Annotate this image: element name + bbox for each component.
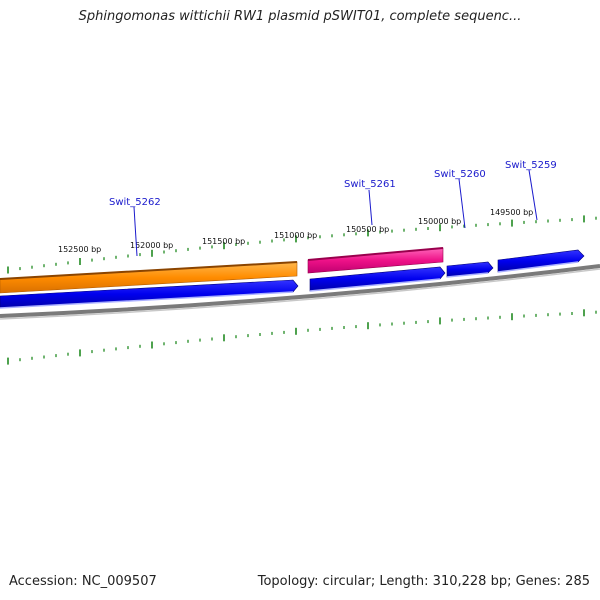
gene-swit-5262-feature[interactable]	[0, 261, 298, 294]
topology-summary: Topology: circular; Length: 310,228 bp; …	[257, 574, 590, 589]
gene-label-swit-5261[interactable]: Swit_5261	[344, 179, 396, 190]
cds-feature-swit-5261[interactable]	[309, 266, 446, 292]
ruler-label: 151000 bp	[274, 231, 317, 240]
ruler-label: 152000 bp	[130, 241, 173, 250]
leader-line-swit-5262	[133, 206, 138, 257]
accession-text: Accession: NC_009507	[9, 574, 157, 589]
plasmid-backbone-shadow	[0, 268, 600, 320]
gene-swit-5260-feature[interactable]	[446, 261, 494, 278]
ruler-label: 151500 bp	[202, 237, 245, 246]
gene-label-leaders	[133, 169, 538, 257]
ruler-label: 152500 bp	[58, 245, 101, 254]
gene-labels: Swit_5262 Swit_5261 Swit_5260 Swit_5259	[109, 160, 557, 208]
outer-tick-ring	[7, 215, 597, 274]
leader-line-swit-5261	[368, 189, 373, 226]
ruler-label: 150000 bp	[418, 217, 461, 226]
cds-feature-left[interactable]	[0, 279, 299, 309]
gene-swit-5259-feature[interactable]	[497, 249, 585, 273]
leader-line-swit-5260	[458, 178, 466, 229]
map-title: Sphingomonas wittichii RW1 plasmid pSWIT…	[78, 9, 522, 24]
gene-label-swit-5259[interactable]: Swit_5259	[505, 160, 557, 171]
gene-swit-5261-feature[interactable]	[307, 247, 444, 274]
gene-label-swit-5262[interactable]: Swit_5262	[109, 197, 161, 208]
plasmid-backbone	[0, 264, 600, 318]
leader-line-swit-5259	[528, 169, 538, 221]
gene-label-swit-5260[interactable]: Swit_5260	[434, 169, 486, 180]
ruler-label: 150500 bp	[346, 225, 389, 234]
ruler-labels: 152500 bp 152000 bp 151500 bp 151000 bp …	[58, 208, 533, 254]
ruler-label: 149500 bp	[490, 208, 533, 217]
inner-tick-ring	[7, 309, 597, 365]
